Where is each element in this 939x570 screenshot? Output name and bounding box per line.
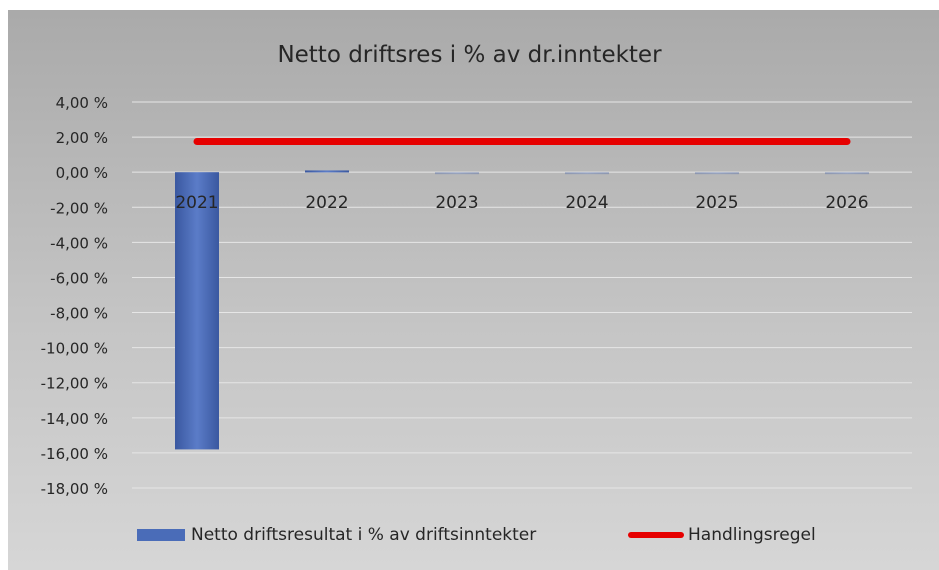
x-tick-label: 2021: [175, 193, 218, 213]
bar-series: [175, 170, 869, 450]
bar-2026: [825, 172, 869, 175]
x-tick-label: 2026: [825, 193, 868, 213]
y-tick-label: -16,00 %: [41, 445, 108, 463]
x-tick-label: 2023: [435, 193, 478, 213]
y-tick-label: -12,00 %: [41, 375, 108, 393]
y-tick-label: -10,00 %: [41, 340, 108, 358]
legend-bar-label: Netto driftsresultat i % av driftsinntek…: [191, 525, 537, 545]
legend-line-label: Handlingsregel: [688, 525, 816, 545]
y-tick-label: -4,00 %: [50, 234, 108, 252]
bar-2021: [175, 172, 219, 450]
chart-title: Netto driftsres i % av dr.inntekter: [277, 42, 662, 68]
bar-2024: [565, 172, 609, 175]
y-tick-label: -6,00 %: [50, 269, 108, 287]
y-axis-ticks: 4,00 % 2,00 % 0,00 % -2,00 % -4,00 % -6,00 % -…: [41, 94, 108, 498]
gridlines: [132, 101, 912, 489]
frame-border-top: [0, 0, 939, 10]
bar-2025: [695, 172, 739, 175]
y-tick-label: 4,00 %: [56, 94, 108, 112]
y-tick-label: -14,00 %: [41, 410, 108, 428]
y-tick-label: -8,00 %: [50, 305, 108, 323]
x-tick-label: 2025: [695, 193, 738, 213]
legend: Netto driftsresultat i % av driftsinntek…: [0, 523, 939, 553]
legend-item-bar: Netto driftsresultat i % av driftsinntek…: [137, 525, 536, 545]
y-tick-label: 2,00 %: [56, 129, 108, 147]
x-tick-label: 2022: [305, 193, 348, 213]
legend-line-swatch: [628, 532, 684, 538]
x-axis-ticks: 2021 2022 2023 2024 2025 2026: [175, 193, 868, 213]
y-tick-label: -18,00 %: [41, 480, 108, 498]
y-tick-label: -2,00 %: [50, 199, 108, 217]
frame-border-left: [0, 0, 8, 570]
y-tick-label: 0,00 %: [56, 164, 108, 182]
bar-2022: [305, 170, 349, 173]
bar-2023: [435, 172, 479, 175]
x-tick-label: 2024: [565, 193, 608, 213]
legend-item-line: Handlingsregel: [628, 525, 816, 545]
legend-bar-swatch: [137, 529, 185, 541]
